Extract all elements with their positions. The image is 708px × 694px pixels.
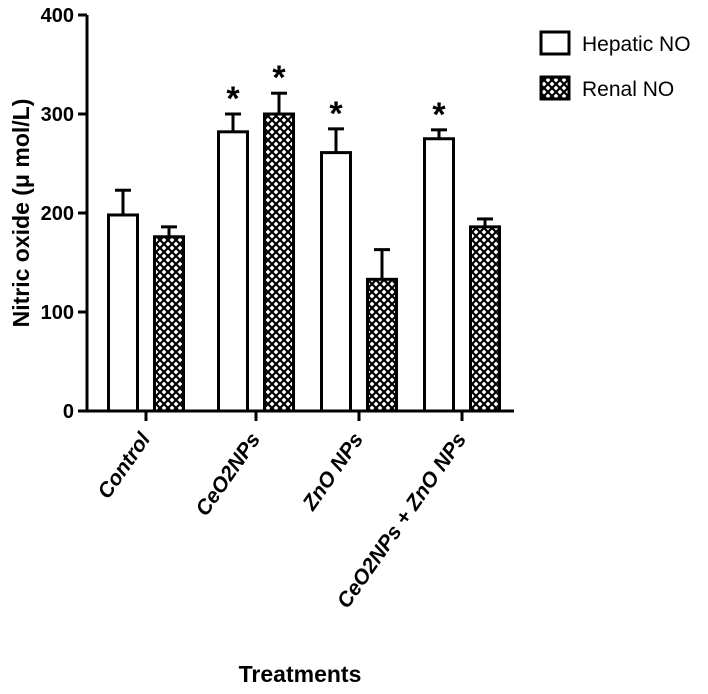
x-tick-label: CeO2NPs bbox=[191, 429, 265, 521]
bar-renal-0 bbox=[153, 235, 185, 413]
y-tick-label: 100 bbox=[41, 302, 74, 324]
bar-renal-2 bbox=[366, 277, 398, 413]
bar-hepatic-0 bbox=[107, 213, 139, 413]
y-tick-label: 400 bbox=[41, 5, 74, 27]
y-tick-label: 0 bbox=[63, 401, 74, 423]
significance-marker: * bbox=[329, 95, 343, 133]
significance-marker: * bbox=[226, 80, 240, 118]
significance-marker: * bbox=[432, 96, 446, 134]
significance-marker: * bbox=[272, 59, 286, 97]
bar-hepatic-3 bbox=[423, 137, 455, 413]
x-tick-label: ZnO NPs bbox=[298, 429, 368, 516]
bar-renal-1 bbox=[263, 112, 295, 413]
bar-hepatic-2 bbox=[320, 151, 352, 413]
legend-swatch bbox=[539, 75, 571, 101]
bars-layer: * * * * bbox=[107, 59, 501, 413]
bar-hepatic-1 bbox=[217, 130, 249, 413]
legend-label: Hepatic NO bbox=[582, 33, 691, 56]
y-axis-title: Nitric oxide (μ mol/L) bbox=[8, 99, 34, 328]
bar-renal-3 bbox=[469, 225, 501, 413]
y-tick-label: 300 bbox=[41, 104, 74, 126]
legend-swatch bbox=[539, 30, 571, 56]
x-axis-title: Treatments bbox=[239, 661, 362, 687]
y-tick-label: 200 bbox=[41, 203, 74, 225]
legend-label: Renal NO bbox=[582, 78, 674, 101]
y-ticks: 0 100 200 300 400 bbox=[41, 5, 87, 423]
legend: Hepatic NO Renal NO bbox=[539, 30, 691, 101]
x-tick-label: Control bbox=[93, 428, 155, 503]
